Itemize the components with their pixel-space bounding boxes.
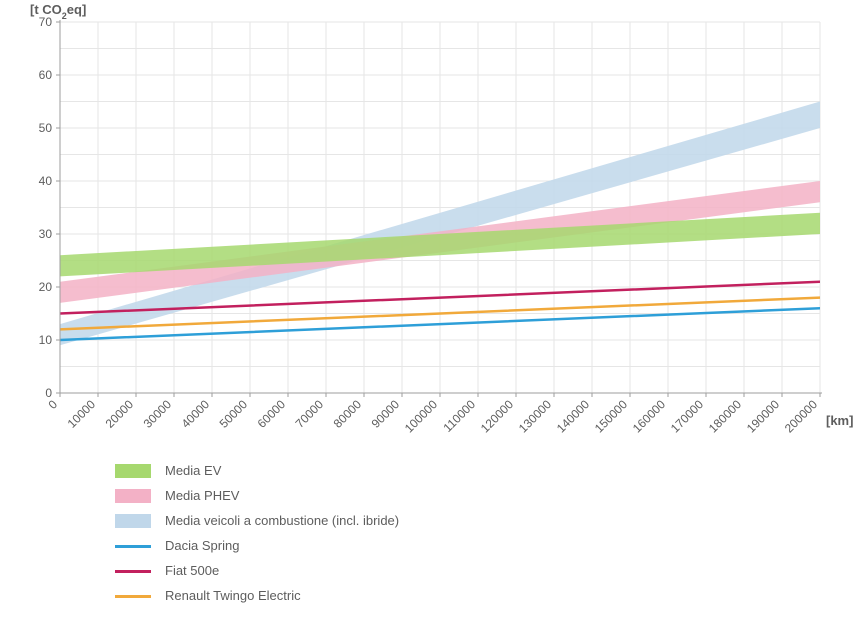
y-tick-label: 20 <box>39 280 53 294</box>
legend: Media EV Media PHEV Media veicoli a combus… <box>115 458 399 608</box>
y-tick-label: 30 <box>39 227 53 241</box>
legend-item: Media veicoli a combustione (incl. ibrid… <box>115 508 399 533</box>
x-axis-title: [km] <box>826 413 853 428</box>
legend-swatch <box>115 514 151 528</box>
y-tick-label: 60 <box>39 68 53 82</box>
legend-line-swatch <box>115 595 151 598</box>
legend-line-swatch <box>115 570 151 573</box>
legend-item: Dacia Spring <box>115 533 399 558</box>
legend-line-swatch <box>115 545 151 548</box>
legend-label: Renault Twingo Electric <box>165 588 301 603</box>
legend-item: Renault Twingo Electric <box>115 583 399 608</box>
legend-item: Media PHEV <box>115 483 399 508</box>
legend-label: Fiat 500e <box>165 563 219 578</box>
legend-label: Media EV <box>165 463 221 478</box>
y-tick-label: 40 <box>39 174 53 188</box>
legend-item: Fiat 500e <box>115 558 399 583</box>
y-tick-label: 50 <box>39 121 53 135</box>
legend-swatch <box>115 464 151 478</box>
legend-item: Media EV <box>115 458 399 483</box>
legend-label: Dacia Spring <box>165 538 239 553</box>
y-tick-label: 10 <box>39 333 53 347</box>
legend-swatch <box>115 489 151 503</box>
legend-label: Media veicoli a combustione (incl. ibrid… <box>165 513 399 528</box>
y-tick-label: 70 <box>39 15 53 29</box>
legend-label: Media PHEV <box>165 488 239 503</box>
